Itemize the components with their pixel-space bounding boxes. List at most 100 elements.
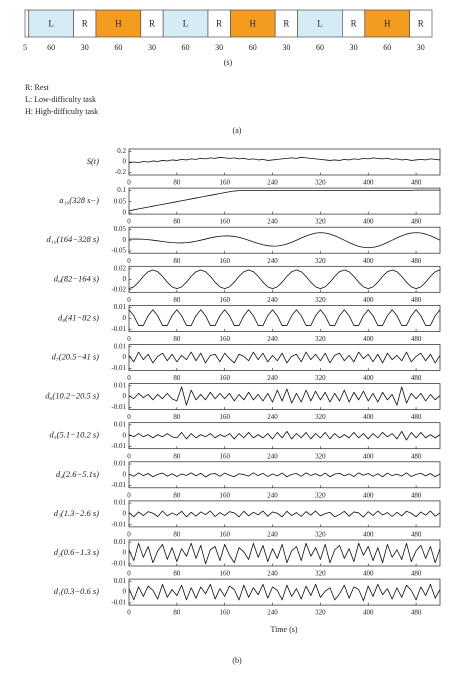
- plot-frame: [128, 422, 441, 450]
- x-tick-label: 400: [363, 296, 374, 304]
- x-tick-label: 80: [173, 491, 181, 499]
- block-label: R: [351, 19, 357, 29]
- x-tick-label: 0: [127, 531, 131, 539]
- x-tick-label: 0: [127, 609, 131, 617]
- y-axis-label: d₁₀(164−328 s): [47, 234, 100, 244]
- duration-label: 60: [182, 43, 190, 52]
- x-tick-label: 160: [219, 491, 230, 499]
- y-tick-label: 0: [123, 314, 127, 322]
- signal-line: [128, 430, 441, 441]
- y-tick-label: 0.01: [114, 420, 127, 428]
- x-tick-label: 480: [411, 413, 422, 421]
- block-label: R: [149, 19, 155, 29]
- x-tick-label: 320: [315, 218, 326, 226]
- y-axis-label: S(t): [87, 156, 99, 166]
- x-tick-label: 240: [267, 335, 278, 343]
- y-tick-label: 0.05: [114, 197, 127, 205]
- timeline-block: [364, 9, 410, 38]
- y-tick-label: -0.01: [111, 442, 126, 450]
- x-tick-label: 400: [363, 570, 374, 578]
- x-tick-label: 160: [219, 531, 230, 539]
- y-tick-label: 0.01: [114, 538, 127, 546]
- y-axis-label: d₂(0.6−1.3 s): [54, 547, 99, 557]
- legend-entry: R: Rest: [25, 83, 50, 92]
- y-tick-label: -0.05: [111, 247, 126, 255]
- y-tick-label: 0.01: [114, 303, 127, 311]
- y-tick-label: 0: [123, 588, 127, 596]
- block-label: L: [317, 19, 323, 29]
- x-tick-label: 240: [267, 179, 278, 187]
- duration-label: 30: [81, 43, 89, 52]
- plot-frame: [128, 187, 441, 215]
- y-tick-label: 0: [123, 275, 127, 283]
- y-tick-label: 0: [123, 353, 127, 361]
- timeline-block: [28, 9, 74, 38]
- y-tick-label: 0: [123, 392, 127, 400]
- y-tick-label: 0: [123, 236, 127, 244]
- y-tick-label: 0: [123, 158, 127, 166]
- x-tick-label: 400: [363, 413, 374, 421]
- y-tick-label: -0.01: [111, 325, 126, 333]
- x-tick-label: 480: [411, 335, 422, 343]
- y-tick-label: -0.2: [115, 168, 127, 176]
- x-tick-label: 0: [127, 413, 131, 421]
- y-tick-label: 0: [123, 470, 127, 478]
- x-tick-label: 160: [219, 335, 230, 343]
- x-tick-label: 160: [219, 413, 230, 421]
- x-tick-label: 400: [363, 374, 374, 382]
- x-tick-label: 480: [411, 296, 422, 304]
- x-tick-label: 80: [173, 531, 181, 539]
- y-axis-label: d₆(10.2−20.5 s): [45, 391, 99, 401]
- block-label: R: [283, 19, 289, 29]
- x-tick-label: 160: [219, 296, 230, 304]
- x-tick-label: 240: [267, 452, 278, 460]
- timeline-block: [297, 9, 343, 38]
- x-tick-label: 80: [173, 296, 181, 304]
- y-axis-label: d₃(1.3−2.6 s): [54, 508, 99, 518]
- signal-line: [128, 309, 441, 326]
- x-tick-label: 240: [267, 296, 278, 304]
- caption: (a): [233, 126, 242, 135]
- x-tick-label: 0: [127, 296, 131, 304]
- y-tick-label: 0.1: [117, 186, 126, 194]
- duration-label: 60: [249, 43, 257, 52]
- y-axis-label: d₉(82−164 s): [54, 273, 99, 283]
- x-tick-label: 0: [127, 218, 131, 226]
- timeline-block: [95, 9, 142, 38]
- x-tick-label: 320: [315, 531, 326, 539]
- x-tick-label: 480: [411, 179, 422, 187]
- x-tick-label: 320: [315, 570, 326, 578]
- x-tick-label: 320: [315, 335, 326, 343]
- x-tick-label: 80: [173, 257, 181, 265]
- y-tick-label: -0.01: [111, 599, 126, 607]
- y-axis-label: d₇(20.5−41 s): [52, 351, 100, 361]
- y-axis-label: d₈(41−82 s): [58, 312, 99, 322]
- signal-line: [128, 472, 441, 478]
- timeline-block: [230, 9, 276, 38]
- x-tick-label: 320: [315, 374, 326, 382]
- block-label: H: [115, 19, 122, 29]
- signal-line: [128, 583, 441, 602]
- plot-frame: [128, 148, 441, 176]
- x-tick-label: 320: [315, 257, 326, 265]
- block-label: L: [48, 19, 54, 29]
- duration-label: 30: [215, 43, 223, 52]
- y-tick-label: 0.01: [114, 342, 127, 350]
- x-tick-label: 480: [411, 257, 422, 265]
- legend-entry: L: Low-difficulty task: [25, 95, 96, 104]
- y-tick-label: -0.01: [111, 364, 126, 372]
- timeline-block: [409, 9, 433, 38]
- x-tick-label: 480: [411, 570, 422, 578]
- caption: (b): [232, 656, 242, 665]
- legend-entry: H: High-difficulty task: [25, 107, 98, 116]
- timeline-block: [24, 9, 30, 38]
- y-tick-label: 0.05: [114, 225, 127, 233]
- signal-line: [128, 156, 441, 164]
- x-tick-label: 400: [363, 452, 374, 460]
- x-tick-label: 80: [173, 179, 181, 187]
- y-tick-label: 0.02: [114, 265, 127, 273]
- plot-frame: [128, 305, 441, 332]
- x-tick-label: 80: [173, 218, 181, 226]
- block-label: R: [82, 19, 88, 29]
